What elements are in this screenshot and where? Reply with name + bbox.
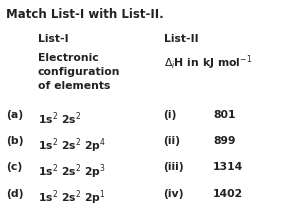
Text: (ii): (ii) bbox=[164, 136, 180, 146]
Text: 1402: 1402 bbox=[213, 189, 244, 199]
Text: List-II: List-II bbox=[164, 34, 198, 44]
Text: (d): (d) bbox=[6, 189, 23, 199]
Text: List-I: List-I bbox=[38, 34, 69, 44]
Text: (iii): (iii) bbox=[164, 162, 184, 172]
Text: (a): (a) bbox=[6, 110, 23, 120]
Text: $\Delta_i$H in kJ mol$^{-1}$: $\Delta_i$H in kJ mol$^{-1}$ bbox=[164, 53, 252, 72]
Text: (iv): (iv) bbox=[164, 189, 184, 199]
Text: 899: 899 bbox=[213, 136, 236, 146]
Text: Electronic
configuration
of elements: Electronic configuration of elements bbox=[38, 53, 121, 91]
Text: 1s$^2$ 2s$^2$ 2p$^1$: 1s$^2$ 2s$^2$ 2p$^1$ bbox=[38, 189, 106, 207]
Text: (b): (b) bbox=[6, 136, 23, 146]
Text: Match List-I with List-II.: Match List-I with List-II. bbox=[6, 8, 164, 21]
Text: 1s$^2$ 2s$^2$ 2p$^3$: 1s$^2$ 2s$^2$ 2p$^3$ bbox=[38, 162, 106, 181]
Text: (i): (i) bbox=[164, 110, 177, 120]
Text: (c): (c) bbox=[6, 162, 22, 172]
Text: 801: 801 bbox=[213, 110, 236, 120]
Text: 1314: 1314 bbox=[213, 162, 244, 172]
Text: 1s$^2$ 2s$^2$: 1s$^2$ 2s$^2$ bbox=[38, 110, 81, 127]
Text: 1s$^2$ 2s$^2$ 2p$^4$: 1s$^2$ 2s$^2$ 2p$^4$ bbox=[38, 136, 106, 155]
